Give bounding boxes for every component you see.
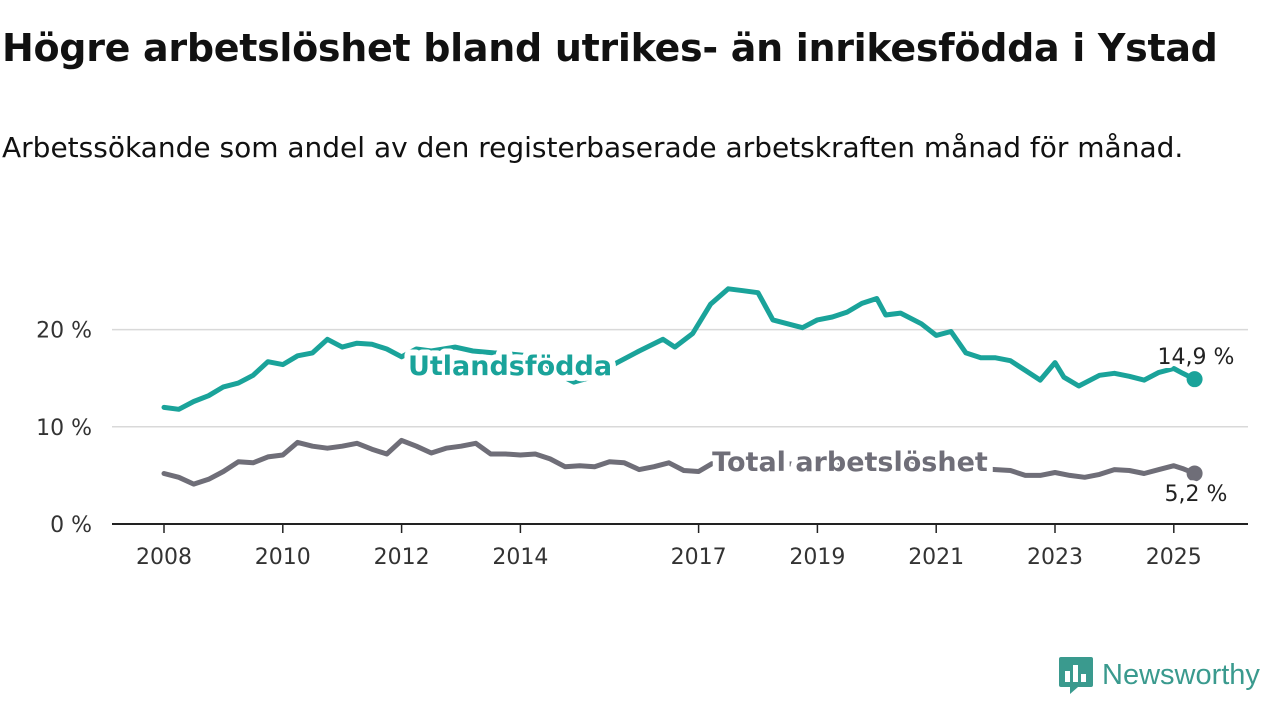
chart-subtitle: Arbetssökande som andel av den registerb… (2, 131, 1184, 164)
end-value-label-utlandsfodda: 14,9 % (1158, 345, 1235, 370)
brand-name: Newsworthy (1102, 658, 1260, 691)
chart-title: Högre arbetslöshet bland utrikes- än inr… (2, 26, 1218, 70)
y-tick-label: 0 % (50, 513, 92, 538)
series-end-dot-utlandsfodda (1186, 371, 1203, 388)
series-lines (161, 286, 1203, 487)
x-tick-label: 2012 (374, 545, 430, 570)
series-label-total: Total arbetslöshet (712, 447, 988, 478)
x-tick-label: 2021 (908, 545, 964, 570)
end-value-label-total-halo: 5,2 % (1165, 482, 1228, 507)
x-axis: 2008 2010 2012 2014 2017 2019 2021 2023 2025 (112, 523, 1248, 570)
x-tick-label: 2023 (1027, 545, 1083, 570)
end-value-label-total: 5,2 % (1165, 482, 1228, 507)
series-end-dot-total (1186, 465, 1203, 482)
newsworthy-logo: Newsworthy (1058, 654, 1260, 696)
series-line-utlandsfodda (161, 286, 1198, 412)
x-tick-label: 2017 (671, 545, 727, 570)
end-value-label-utlandsfodda-halo: 14,9 % (1158, 345, 1235, 370)
bar-chart-speech-bubble-icon (1059, 657, 1093, 694)
y-tick-label: 10 % (36, 416, 92, 441)
series-label-total-halo: Total arbetslöshet (712, 447, 988, 478)
y-axis-tick-labels: 0 % 10 % 20 % (36, 319, 92, 538)
series-label-utlandsfodda: Utlandsfödda (408, 351, 612, 382)
x-tick-label: 2019 (789, 545, 845, 570)
x-tick-label: 2008 (136, 545, 192, 570)
series-label-utlandsfodda-halo: Utlandsfödda (408, 351, 612, 382)
y-tick-label: 20 % (36, 319, 92, 344)
x-tick-label: 2025 (1146, 545, 1202, 570)
x-tick-label: 2010 (255, 545, 311, 570)
gridlines (112, 328, 1248, 428)
series-line-total (161, 437, 1198, 487)
x-tick-label: 2014 (492, 545, 548, 570)
